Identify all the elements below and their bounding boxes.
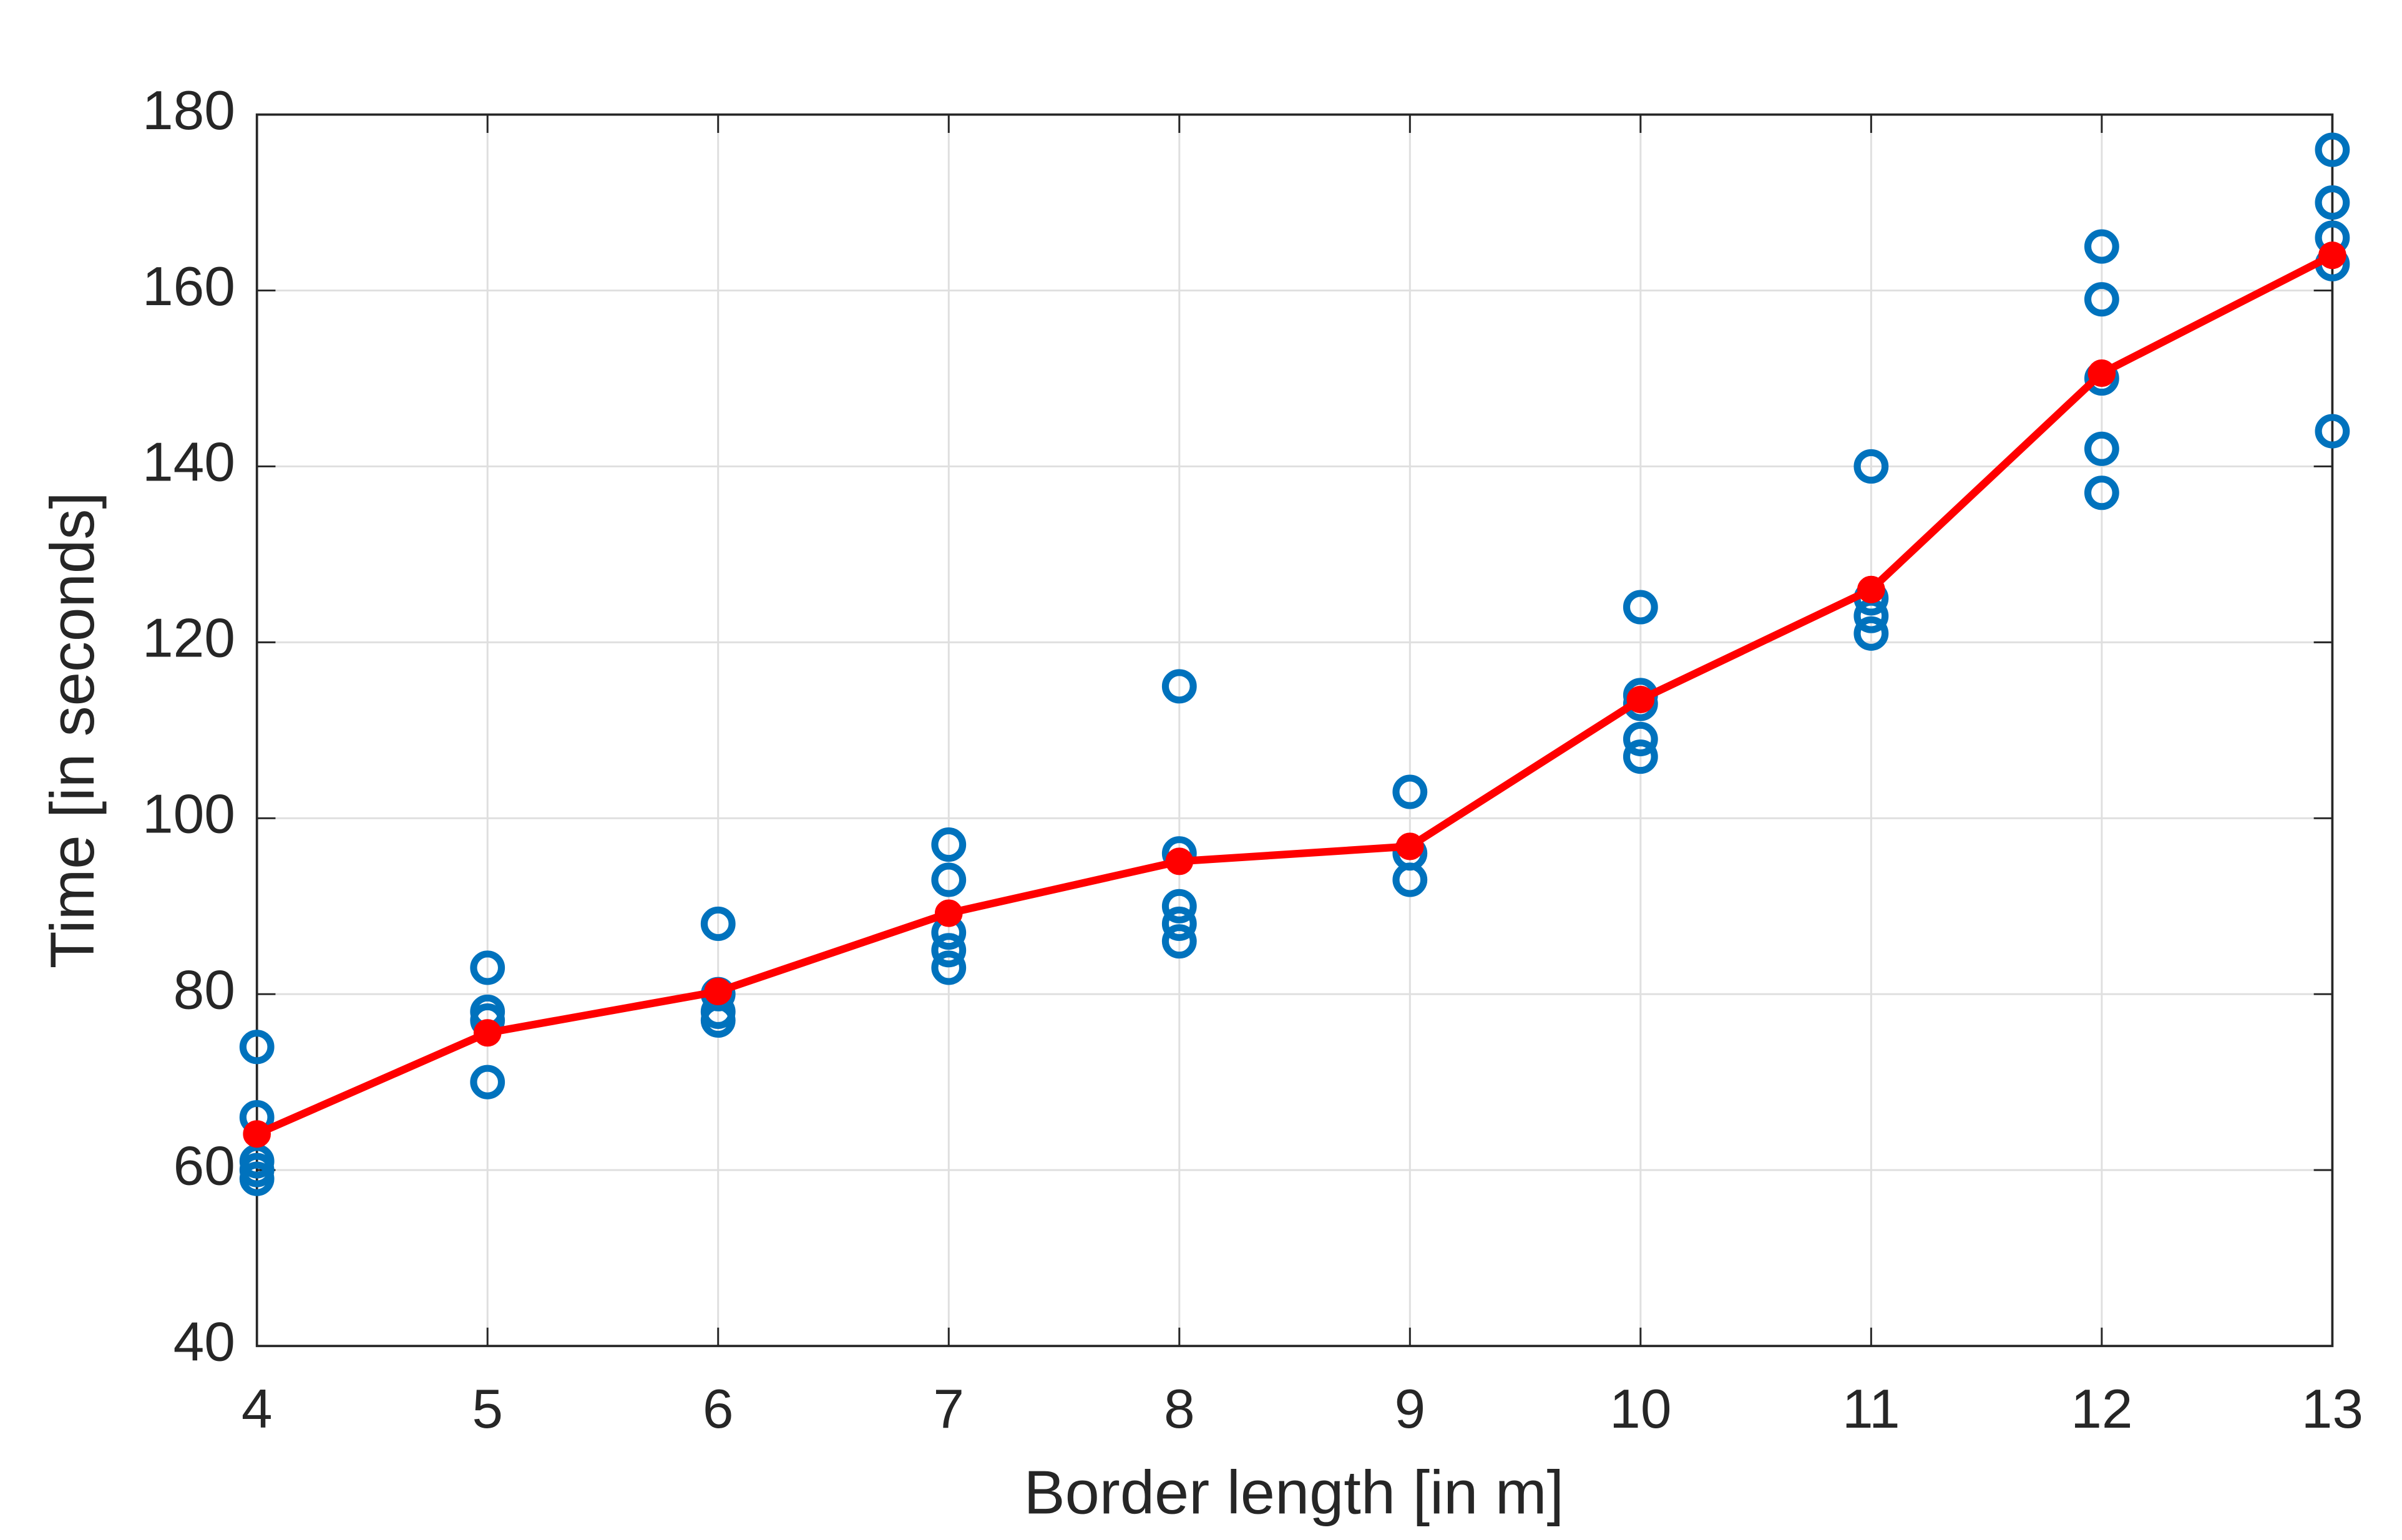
data-point (931, 950, 967, 985)
data-point (1853, 449, 1889, 484)
mean-point (243, 1120, 271, 1148)
y-tick-label: 120 (142, 607, 235, 668)
x-axis-label: Border length [in m] (1023, 1458, 1564, 1526)
data-point (239, 1030, 275, 1065)
data-point (2315, 185, 2350, 220)
y-tick-label: 60 (173, 1135, 235, 1196)
y-tick-label: 180 (142, 79, 235, 140)
data-point (700, 1003, 736, 1038)
mean-point (1626, 685, 1655, 714)
mean-point (1857, 575, 1885, 603)
data-point (470, 1065, 505, 1099)
y-tick-label: 100 (142, 783, 235, 844)
data-point (239, 1161, 275, 1196)
data-point (1392, 774, 1428, 809)
y-tick-label: 140 (142, 431, 235, 492)
data-point (2315, 414, 2350, 449)
mean-point (1395, 832, 1424, 860)
data-point (1161, 906, 1197, 941)
data-point (1161, 669, 1197, 704)
data-point (2084, 229, 2119, 264)
x-tick-label: 9 (1394, 1378, 1425, 1440)
data-point (700, 906, 736, 941)
data-point (1623, 590, 1658, 625)
data-point (1623, 739, 1658, 774)
data-point (931, 827, 967, 862)
data-point (1853, 616, 1889, 651)
mean-point (934, 899, 963, 927)
x-tick-label: 6 (703, 1378, 734, 1440)
data-point (931, 862, 967, 897)
mean-point (473, 1019, 502, 1047)
data-point (2084, 431, 2119, 466)
x-tick-label: 13 (2302, 1378, 2363, 1440)
mean-line (255, 251, 2335, 1138)
x-tick-label: 10 (1609, 1378, 1671, 1440)
data-point (931, 933, 967, 968)
data-point (470, 950, 505, 985)
y-tick-label: 40 (173, 1311, 235, 1372)
x-tick-label: 7 (933, 1378, 964, 1440)
data-point (1161, 924, 1197, 959)
x-tick-label: 11 (1842, 1378, 1900, 1440)
x-tick-label: 12 (2071, 1378, 2132, 1440)
data-point (2084, 475, 2119, 510)
mean-point (1165, 847, 1194, 875)
data-point (1392, 862, 1428, 897)
y-tick-label: 160 (142, 255, 235, 316)
mean-point (2087, 359, 2116, 387)
x-tick-label: 4 (242, 1378, 273, 1440)
x-tick-label: 5 (472, 1378, 503, 1440)
data-point (2315, 132, 2350, 167)
y-tick-label: 80 (173, 959, 235, 1020)
y-axis-label: Time [in seconds] (38, 492, 107, 968)
x-tick-label: 8 (1164, 1378, 1195, 1440)
data-point (1161, 889, 1197, 924)
plot-frame (255, 113, 2334, 1347)
mean-point (704, 977, 733, 1006)
mean-point (2318, 241, 2346, 270)
data-point (2084, 282, 2119, 317)
data-point (1623, 721, 1658, 756)
